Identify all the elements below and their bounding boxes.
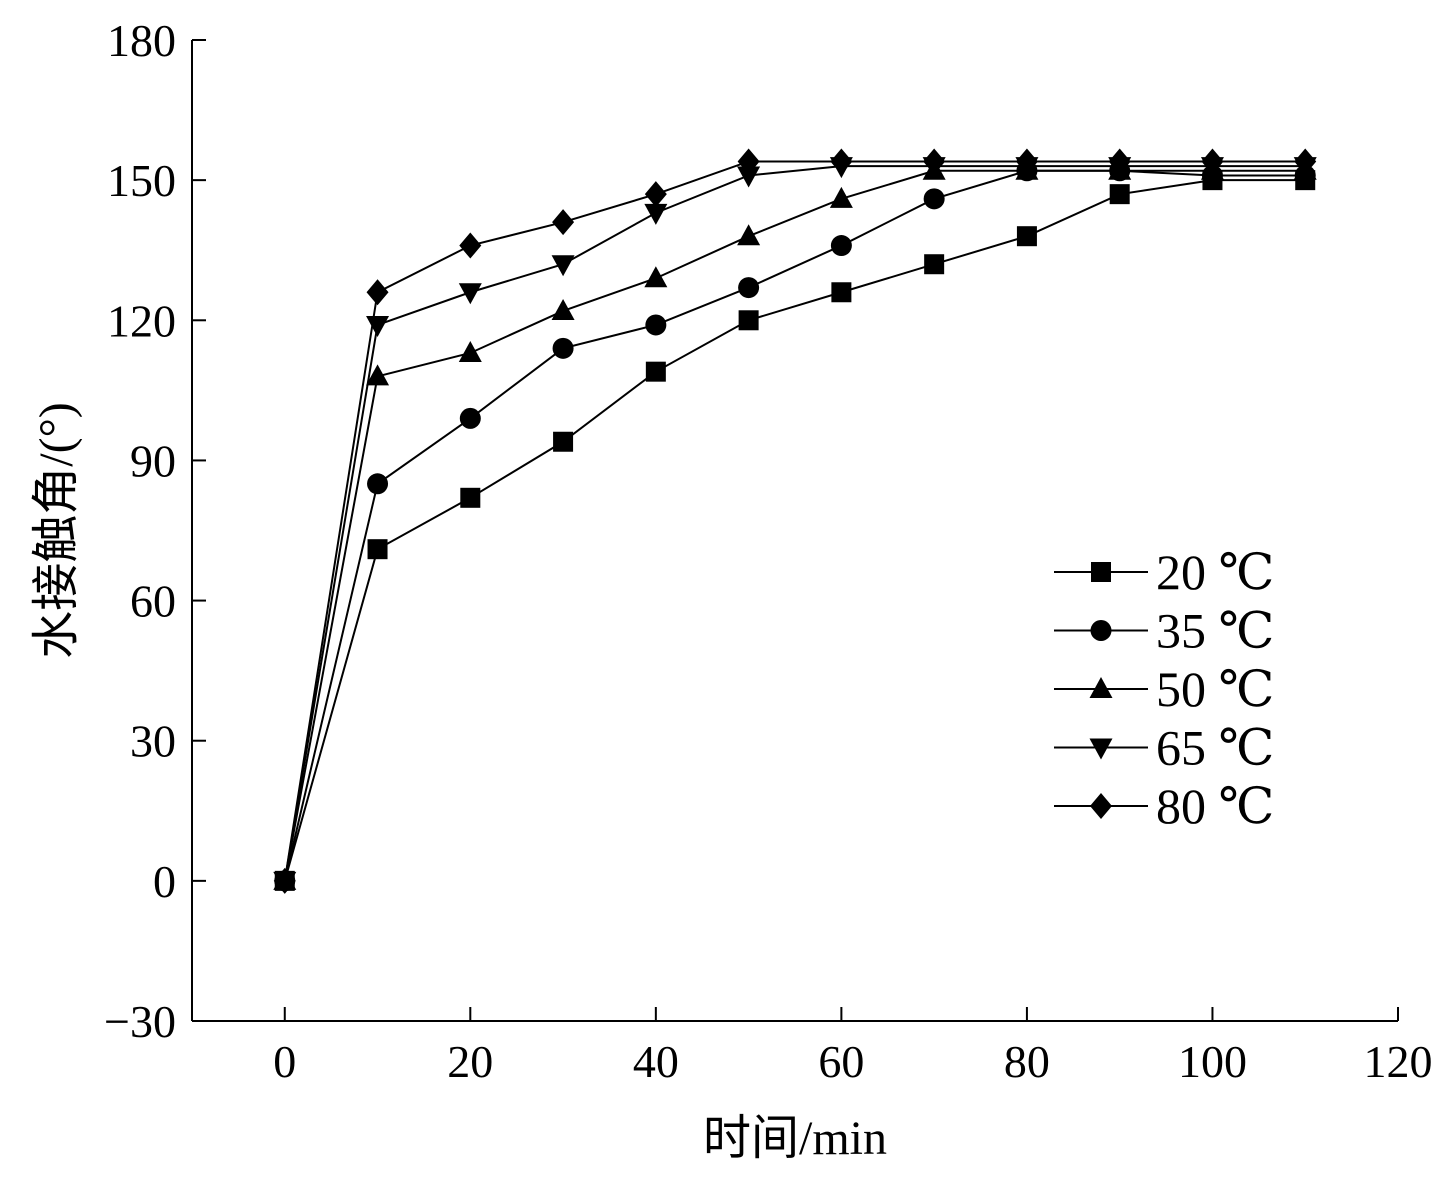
y-tick-label: 30 [130, 716, 176, 767]
legend-item: 35 ℃ [1054, 603, 1274, 659]
data-point [367, 539, 388, 560]
series-line [283, 169, 1306, 882]
data-point [1015, 148, 1038, 175]
data-point [645, 314, 667, 336]
legend-label: 80 ℃ [1156, 778, 1274, 834]
data-point [738, 310, 759, 331]
data-point [830, 148, 853, 175]
legend-marker [1091, 562, 1111, 582]
y-tick-label: 180 [107, 15, 176, 66]
data-point [644, 203, 668, 225]
data-point [923, 148, 946, 175]
data-point [552, 209, 575, 236]
data-point [830, 235, 852, 257]
x-tick-label: 100 [1178, 1036, 1247, 1087]
data-point [1201, 148, 1224, 175]
y-tick-label: 0 [153, 856, 176, 907]
x-tick-label: 60 [818, 1036, 864, 1087]
legend: 20 ℃35 ℃50 ℃65 ℃80 ℃ [1054, 544, 1274, 834]
series-5 [273, 148, 1317, 894]
data-point [458, 283, 482, 305]
y-axis-title: 水接触角/(°) [30, 402, 83, 659]
legend-marker [1089, 677, 1113, 698]
data-point [366, 315, 390, 337]
data-point [551, 298, 575, 320]
y-tick-label: 120 [107, 295, 176, 346]
data-point [366, 364, 390, 386]
legend-item: 20 ℃ [1054, 544, 1274, 600]
y-tick-label: 150 [107, 155, 176, 206]
x-tick-label: 0 [273, 1036, 296, 1087]
x-tick-label: 120 [1364, 1036, 1433, 1087]
x-tick-label: 80 [1004, 1036, 1050, 1087]
y-tick-label: −30 [104, 996, 176, 1047]
data-point [459, 232, 482, 259]
legend-item: 80 ℃ [1054, 778, 1274, 834]
axes: −30 0 30 60 90 120 150 180 0 20 40 60 80 100 120 [104, 15, 1432, 1087]
series-line [283, 179, 1306, 882]
data-point [831, 282, 852, 303]
data-point [459, 407, 481, 429]
data-point [924, 254, 945, 275]
data-point [645, 361, 666, 382]
data-point [1109, 184, 1130, 205]
x-tick-label: 40 [633, 1036, 679, 1087]
data-point [829, 186, 853, 208]
data-point [644, 181, 667, 208]
data-point [738, 277, 760, 299]
series-layer [273, 148, 1317, 894]
x-axis-title: 时间/min [703, 1112, 887, 1165]
data-point [1294, 148, 1317, 175]
data-point [737, 166, 761, 188]
data-point [1108, 148, 1131, 175]
series-line [283, 160, 1306, 882]
data-point [737, 224, 761, 246]
legend-label: 50 ℃ [1156, 661, 1274, 717]
legend-marker [1089, 738, 1113, 760]
legend-label: 35 ℃ [1156, 603, 1274, 659]
legend-marker [1090, 793, 1112, 819]
data-point [551, 255, 575, 277]
legend-marker [1090, 620, 1112, 641]
legend-item: 50 ℃ [1054, 661, 1274, 717]
data-point [458, 340, 482, 362]
x-tick-label: 20 [447, 1036, 493, 1087]
data-point [366, 279, 389, 306]
y-tick-label: 60 [130, 576, 176, 627]
legend-label: 20 ℃ [1156, 544, 1274, 600]
data-point [644, 266, 668, 288]
legend-label: 65 ℃ [1156, 720, 1274, 776]
data-point [923, 188, 945, 210]
data-point [460, 487, 481, 508]
data-point [273, 867, 296, 894]
data-point [553, 431, 574, 452]
data-point [367, 473, 389, 495]
y-tick-label: 90 [130, 435, 176, 486]
data-point [737, 148, 760, 175]
legend-item: 65 ℃ [1054, 720, 1274, 776]
series-line [283, 169, 1306, 882]
series-line [283, 165, 1306, 882]
data-point [1016, 226, 1037, 247]
data-point [552, 337, 574, 359]
